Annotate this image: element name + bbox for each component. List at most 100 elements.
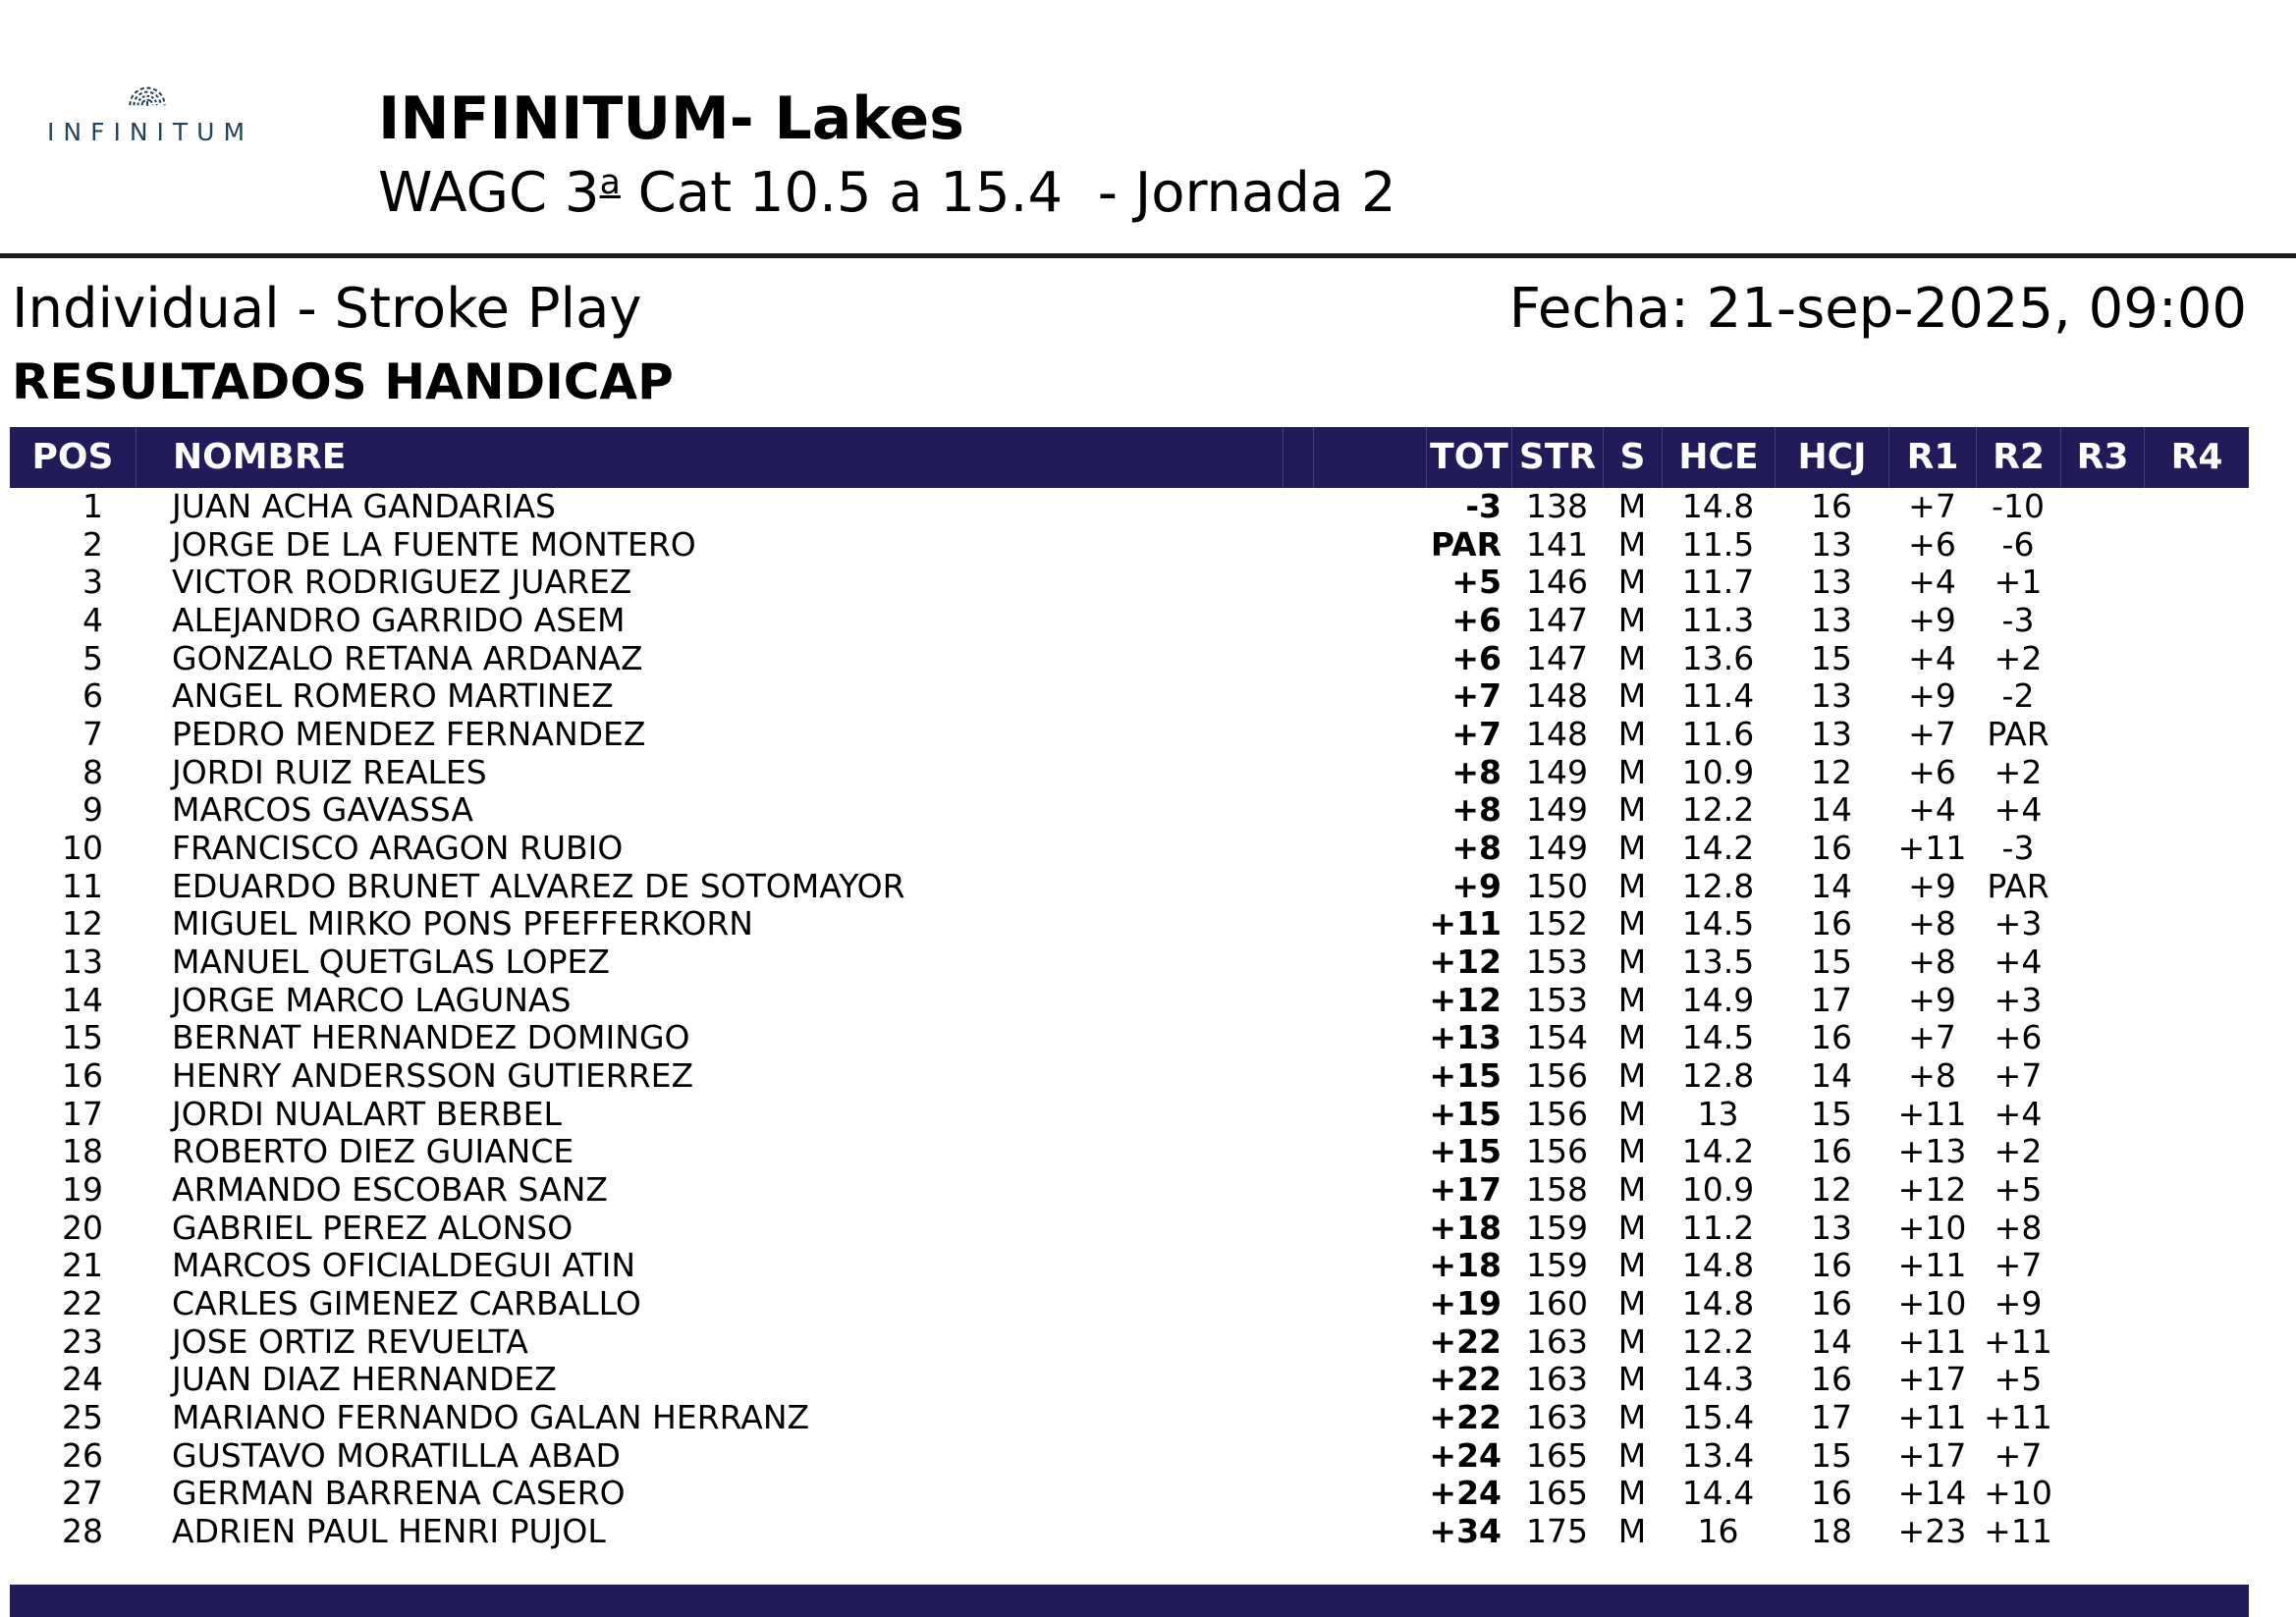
table-row: 20 GABRIEL PEREZ ALONSO +18 159 M 11.2 13 +10 +8 (10, 1208, 2249, 1248)
cell-r4 (2144, 1019, 2249, 1057)
cell-s: M (1617, 524, 1647, 564)
cell-r4 (2144, 1513, 2249, 1551)
table-row: 23 JOSE ORTIZ REVUELTA +22 163 M 12.2 14 +11 +11 (10, 1321, 2249, 1362)
cell-pos: 18 (62, 1132, 103, 1171)
cell-r2: +11 (1984, 1321, 2052, 1361)
cell-hcj: 16 (1811, 1246, 1852, 1285)
cell-name: GUSTAVO MORATILLA ABAD (172, 1435, 621, 1475)
cell-hce: 14.8 (1681, 1284, 1755, 1323)
cell-name: CARLES GIMENEZ CARBALLO (172, 1284, 641, 1323)
footer-bar (10, 1585, 2249, 1617)
cell-tot: +15 (1429, 1056, 1502, 1096)
table-row: 1 JUAN ACHA GANDARIAS -3 138 M 14.8 16 +7 -10 (10, 487, 2249, 526)
cell-name: GONZALO RETANA ARDANAZ (172, 638, 643, 677)
table-row: 5 GONZALO RETANA ARDANAZ +6 147 M 13.6 15 +4 +2 (10, 638, 2249, 678)
cell-hcj: 16 (1811, 1360, 1852, 1399)
cell-r3 (2060, 564, 2144, 602)
cell-r2: +5 (1994, 1360, 2043, 1399)
table-row: 13 MANUEL QUETGLAS LOPEZ +12 153 M 13.5 15 +8 +4 (10, 943, 2249, 982)
table-row: 7 PEDRO MENDEZ FERNANDEZ +7 148 M 11.6 13 +7 PAR (10, 715, 2249, 754)
cell-name: GERMAN BARRENA CASERO (172, 1474, 626, 1513)
cell-pos: 10 (62, 829, 103, 868)
cell-str: 148 (1526, 676, 1588, 716)
cell-name: ARMANDO ESCOBAR SANZ (172, 1170, 608, 1210)
cell-pos: 20 (62, 1208, 103, 1247)
cell-pos: 13 (62, 943, 103, 982)
cell-pos: 21 (62, 1246, 103, 1285)
cell-hcj: 14 (1811, 790, 1852, 830)
cell-hce: 14.8 (1681, 1246, 1755, 1285)
cell-tot: +15 (1429, 1094, 1502, 1133)
cell-s: M (1617, 790, 1647, 830)
cell-s: M (1617, 563, 1647, 602)
cell-hce: 12.8 (1681, 1056, 1755, 1096)
cell-name: MARCOS GAVASSA (172, 790, 473, 830)
section-title: RESULTADOS HANDICAP (12, 353, 674, 410)
col-str: STR (1511, 427, 1603, 488)
cell-s: M (1617, 1208, 1647, 1247)
cell-r2: -2 (2001, 676, 2035, 716)
cell-tot: +22 (1429, 1398, 1502, 1437)
cell-r2: +2 (1994, 638, 2043, 677)
cell-r1: +7 (1908, 487, 1956, 525)
cell-r4 (2144, 830, 2249, 868)
cell-r4 (2144, 564, 2249, 602)
cell-r1: +4 (1908, 638, 1956, 677)
cell-pos: 11 (62, 866, 103, 905)
cell-r1: +10 (1897, 1208, 1967, 1247)
cell-tot: +15 (1429, 1132, 1502, 1171)
cell-r1: +17 (1897, 1360, 1967, 1399)
cell-pos: 6 (82, 676, 103, 716)
cell-r2: +7 (1994, 1056, 2043, 1096)
cell-hce: 10.9 (1681, 752, 1755, 791)
cell-s: M (1617, 1398, 1647, 1437)
col-r4: R4 (2144, 427, 2249, 488)
col-tot: TOT (1426, 427, 1511, 488)
cell-hcj: 16 (1811, 1132, 1852, 1171)
col-hce: HCE (1662, 427, 1775, 488)
cell-tot: +8 (1451, 790, 1502, 830)
cell-r2: +4 (1994, 790, 2043, 830)
cell-hce: 16 (1697, 1512, 1739, 1551)
cell-hce: 12.8 (1681, 866, 1755, 905)
col-hcj: HCJ (1775, 427, 1888, 488)
cell-hcj: 13 (1811, 563, 1852, 602)
cell-tot: +19 (1429, 1284, 1502, 1323)
cell-r2: +5 (1994, 1170, 2043, 1210)
table-row: 25 MARIANO FERNANDO GALAN HERRANZ +22 163 M 1… (10, 1398, 2249, 1437)
col-nombre: NOMBRE (136, 427, 1283, 488)
cell-hce: 13 (1697, 1094, 1739, 1133)
table-row: 14 JORGE MARCO LAGUNAS +12 153 M 14.9 17 +9 +3 (10, 980, 2249, 1020)
cell-r4 (2144, 791, 2249, 830)
cell-hcj: 14 (1811, 1056, 1852, 1096)
cell-str: 163 (1526, 1398, 1588, 1437)
cell-tot: +6 (1451, 601, 1502, 640)
cell-s: M (1617, 904, 1647, 943)
competition-format: Individual - Stroke Play (12, 277, 642, 341)
cell-name: JORGE MARCO LAGUNAS (172, 980, 572, 1019)
cell-pos: 28 (62, 1512, 103, 1551)
cell-hcj: 15 (1811, 943, 1852, 982)
cell-r1: +11 (1897, 1094, 1967, 1133)
cell-r1: +12 (1897, 1170, 1967, 1210)
cell-r3 (2060, 1437, 2144, 1476)
cell-r2: +8 (1994, 1208, 2043, 1247)
cell-hcj: 16 (1811, 1474, 1852, 1513)
cell-pos: 4 (82, 601, 103, 640)
cell-r3 (2060, 1285, 2144, 1323)
cell-tot: +7 (1451, 715, 1502, 754)
cell-r3 (2060, 1096, 2144, 1134)
cell-hce: 13.5 (1681, 943, 1755, 982)
cell-str: 159 (1526, 1246, 1588, 1285)
cell-s: M (1617, 715, 1647, 754)
cell-r4 (2144, 488, 2249, 526)
cell-r1: +13 (1897, 1132, 1967, 1171)
col-spacer-1 (1283, 427, 1313, 488)
cell-hcj: 16 (1811, 904, 1852, 943)
cell-name: JORDI RUIZ REALES (172, 752, 487, 791)
cell-r1: +6 (1908, 524, 1956, 564)
cell-hce: 11.4 (1681, 676, 1755, 716)
cell-pos: 17 (62, 1094, 103, 1133)
cell-r3 (2060, 1323, 2144, 1362)
cell-s: M (1617, 1018, 1647, 1057)
